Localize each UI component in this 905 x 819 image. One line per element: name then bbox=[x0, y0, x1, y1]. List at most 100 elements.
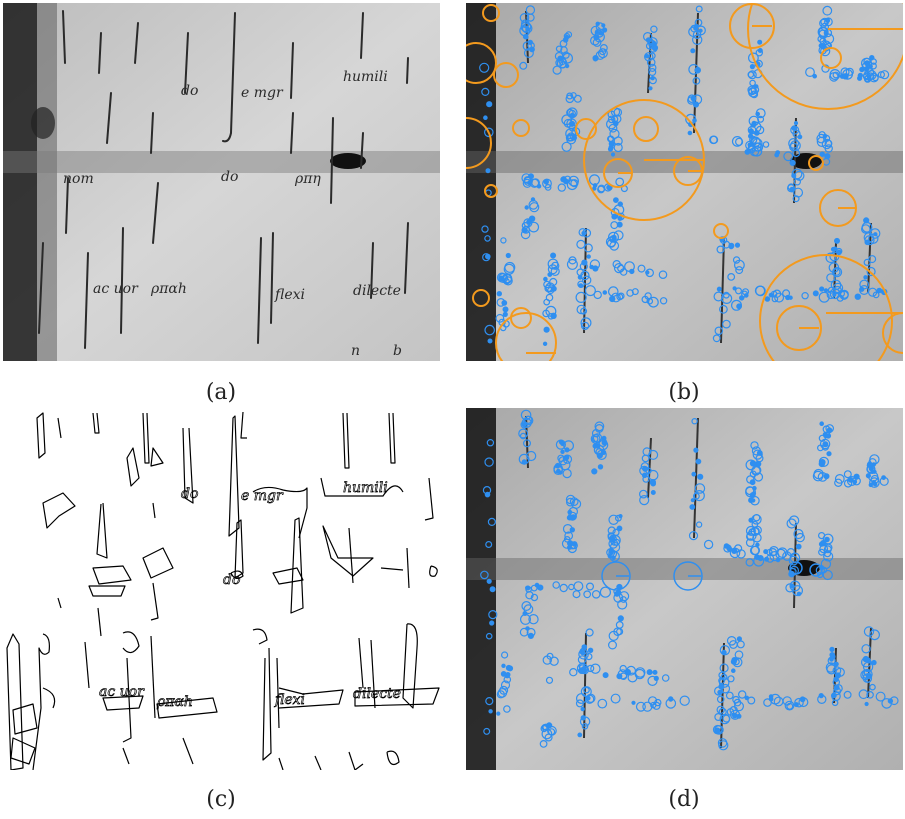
edge-image-c: do e mgr humili do ac uor ρπαh flexi dil… bbox=[3, 408, 440, 770]
keypoint-marker bbox=[519, 432, 527, 440]
keypoint-marker bbox=[714, 713, 723, 722]
keypoint-marker bbox=[483, 127, 494, 138]
keypoint-marker bbox=[484, 457, 494, 467]
keypoint-marker bbox=[552, 581, 561, 589]
keypoint-marker bbox=[569, 497, 579, 506]
keypoint-marker bbox=[484, 253, 491, 260]
keypoint-marker bbox=[599, 44, 608, 52]
keypoint-marker bbox=[589, 264, 594, 270]
keypoint-marker bbox=[546, 286, 555, 295]
keypoint-marker bbox=[870, 469, 875, 475]
keypoint-marker bbox=[716, 705, 725, 714]
keypoint-marker bbox=[729, 706, 738, 715]
keypoint-marker bbox=[518, 453, 530, 465]
keypoint-marker bbox=[591, 590, 601, 599]
keypoint-marker bbox=[556, 468, 561, 474]
keypoint-marker bbox=[526, 13, 535, 22]
keypoint-marker bbox=[862, 661, 874, 673]
keypoint-marker bbox=[688, 64, 700, 75]
keypoint-marker bbox=[818, 456, 829, 468]
keypoint-marker bbox=[641, 472, 648, 479]
keypoint-marker bbox=[818, 531, 826, 540]
keypoint-marker bbox=[820, 46, 831, 57]
keypoint-marker bbox=[501, 663, 506, 668]
keypoint-marker bbox=[869, 55, 875, 61]
keypoint-marker bbox=[857, 75, 863, 81]
keypoint-marker bbox=[610, 152, 616, 157]
keypoint-marker bbox=[739, 295, 745, 301]
keypoint-marker bbox=[750, 90, 759, 99]
keypoint-marker bbox=[793, 187, 804, 198]
keypoint-marker bbox=[550, 252, 557, 259]
keypoint-marker bbox=[835, 667, 845, 677]
keypoint-marker bbox=[714, 326, 724, 336]
keypoint-marker bbox=[606, 548, 616, 558]
keypoint-marker bbox=[583, 686, 590, 694]
keypoint-marker bbox=[748, 497, 754, 504]
caption-a: (a) bbox=[205, 380, 237, 405]
keypoint-marker bbox=[617, 615, 624, 622]
keypoint-marker bbox=[581, 722, 589, 730]
panel-a-manuscript-image: do e mgr humili nom do ρπη ac uor ρπαh f… bbox=[3, 3, 440, 361]
keypoint-marker bbox=[576, 268, 585, 277]
keypoint-marker bbox=[858, 689, 869, 700]
keypoint-marker bbox=[749, 479, 756, 486]
keypoint-marker bbox=[585, 628, 594, 637]
keypoint-marker bbox=[692, 30, 702, 40]
keypoint-marker bbox=[544, 284, 553, 293]
keypoint-marker bbox=[507, 665, 514, 672]
keypoint-marker bbox=[871, 659, 877, 666]
keypoint-marker bbox=[774, 292, 785, 303]
keypoint-marker bbox=[719, 663, 729, 673]
keypoint-marker bbox=[786, 702, 794, 710]
keypoint-marker bbox=[485, 541, 493, 549]
keypoint-marker bbox=[826, 427, 833, 434]
keypoint-marker bbox=[863, 258, 871, 266]
keypoint-marker bbox=[790, 140, 801, 152]
keypoint-marker bbox=[754, 460, 762, 468]
keypoint-marker bbox=[690, 498, 695, 503]
panel-c-edge-map: do e mgr humili do ac uor ρπαh flexi dil… bbox=[3, 408, 440, 770]
keypoint-marker bbox=[599, 586, 611, 598]
keypoint-marker bbox=[487, 517, 496, 527]
keypoint-marker bbox=[631, 288, 639, 296]
keypoint-marker bbox=[489, 620, 495, 626]
keypoint-marker bbox=[483, 727, 491, 735]
keypoint-marker bbox=[624, 261, 635, 273]
keypoint-marker bbox=[563, 175, 572, 183]
keypoint-marker bbox=[575, 291, 587, 303]
keypoint-marker bbox=[610, 693, 621, 704]
keypoint-marker bbox=[530, 197, 536, 202]
keypoint-marker bbox=[689, 504, 696, 510]
keypoint-marker bbox=[864, 235, 875, 246]
keypoint-marker bbox=[602, 672, 609, 679]
keypoint-marker bbox=[735, 266, 744, 275]
keypoint-image-b bbox=[466, 3, 903, 361]
keypoint-marker bbox=[496, 291, 502, 297]
keypoint-marker bbox=[642, 701, 653, 712]
keypoint-marker bbox=[645, 268, 655, 278]
keypoint-marker bbox=[495, 313, 505, 323]
keypoint-marker bbox=[479, 62, 490, 73]
keypoint-marker bbox=[594, 29, 599, 35]
keypoint-marker bbox=[785, 583, 795, 593]
keypoint-marker bbox=[576, 239, 586, 249]
keypoint-marker bbox=[597, 464, 604, 470]
keypoint-marker bbox=[646, 58, 656, 67]
keypoint-marker bbox=[823, 288, 829, 293]
keypoint-marker bbox=[733, 698, 742, 707]
keypoint-marker bbox=[652, 701, 661, 710]
keypoint-marker bbox=[523, 604, 534, 615]
keypoint-marker bbox=[582, 228, 592, 238]
keypoint-marker bbox=[527, 632, 535, 639]
svg-text:ρπαh: ρπαh bbox=[156, 694, 193, 710]
keypoint-marker bbox=[866, 690, 874, 699]
keypoint-marker bbox=[614, 514, 622, 522]
keypoint-marker bbox=[579, 262, 588, 271]
keypoint-marker bbox=[648, 63, 657, 72]
blue-keypoints-d bbox=[480, 409, 899, 751]
keypoint-marker bbox=[692, 118, 697, 123]
keypoint-marker bbox=[830, 653, 836, 660]
keypoint-marker bbox=[753, 525, 762, 535]
keypoint-marker bbox=[522, 33, 529, 40]
